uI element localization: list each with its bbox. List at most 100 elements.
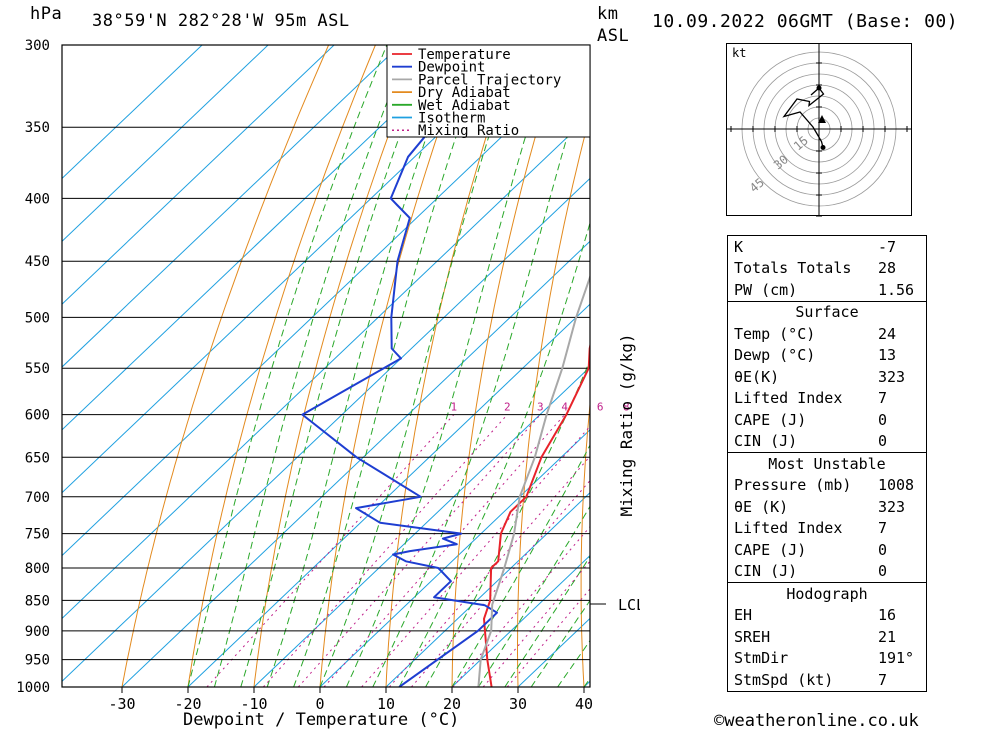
index-row: Lifted Index 7 [728,388,927,410]
index-value: 0 [877,562,887,581]
x-tick-label: 0 [315,695,324,713]
isotherm-line [187,303,590,687]
pressure-label: 950 [25,653,50,669]
legend-label: Dry Adiabat [418,85,511,101]
isotherm-line [451,554,590,687]
pressure-label: 800 [25,561,50,577]
wet-adiabat-line [213,45,410,687]
pressure-label: 1000 [16,680,50,696]
x-tick-label: 10 [377,695,395,713]
dry-adiabat-line [253,45,423,687]
datetime: 10.09.2022 06GMT (Base: 00) [652,11,959,32]
lcl-label: LCL [618,596,640,614]
index-label: Totals Totals [734,259,852,278]
section-title: Hodograph [727,582,927,605]
index-value: 0 [877,432,887,451]
index-label: CIN (J) [734,432,798,451]
temperature-profile [483,341,590,687]
index-row: θE (K) 323 [728,496,927,518]
pressure-unit: hPa [30,4,63,24]
legend-label: Parcel Trajectory [418,72,561,88]
index-row: Pressure (mb) 1008 [728,475,927,497]
index-label: StmDir [734,649,789,668]
pressure-label: 450 [25,254,50,270]
index-label: Lifted Index [734,519,843,538]
index-row: Lifted Index 7 [728,518,927,540]
isotherm-line [62,45,533,494]
index-value: 7 [877,670,887,689]
profiles [301,47,590,687]
hodograph-trace [782,87,825,148]
temperature-axis: -30 -20 -10 0 10 20 30 40 [108,687,593,713]
x-tick-label: 20 [443,695,461,713]
index-label: StmSpd (kt) [734,670,834,689]
index-label: Lifted Index [734,389,843,408]
pressure-label: 300 [25,38,50,54]
index-label: EH [734,606,753,625]
wet-adiabat-line [530,599,590,687]
pressure-label: 850 [25,593,50,609]
index-value: 1.56 [877,280,915,299]
dry-adiabat-line [451,45,563,687]
index-row: θE(K) 323 [728,366,927,388]
wet-adiabat-line [372,57,590,687]
index-label: CAPE (J) [734,540,807,559]
pressure-label: 650 [25,450,50,466]
index-value: 323 [877,367,906,386]
mixing-ratio-line [388,455,590,687]
x-axis-title: Dewpoint / Temperature (°C) [183,710,460,730]
index-label: SREH [734,627,771,646]
index-label: CIN (J) [734,562,798,581]
isotherm-line [62,45,401,368]
pressure-label: 750 [25,527,50,543]
pressure-label: 700 [25,490,50,506]
legend-label: Dewpoint [418,60,485,76]
pressure-label: 500 [25,310,50,326]
mixing-ratio-label: 1 [451,401,458,414]
index-value: 16 [877,606,896,625]
pressure-lines [62,44,590,688]
index-value: 0 [877,540,887,559]
hodograph-start-dot [820,145,826,150]
wet-adiabat-line [266,45,460,687]
mixing-ratio-title: Mixing Ratio (g/kg) [617,333,636,516]
isotherm-line [62,45,203,180]
wet-adiabat-line [477,505,590,687]
index-label: Temp (°C) [734,324,816,343]
index-row: SREH 21 [728,626,927,648]
index-label: K [734,237,744,256]
mixing-ratio-line [361,425,590,687]
mixing-ratio-label: 4 [561,401,568,414]
index-value: 24 [877,324,896,343]
dry-adiabat-line [187,45,376,687]
wet-adiabat-line [345,45,555,687]
isotherm-line [62,45,269,242]
index-value: 28 [877,259,896,278]
dewpoint-profile [301,47,590,687]
wet-adiabat-line [504,555,590,687]
index-value: 1008 [877,476,915,495]
pressure-label: 550 [25,361,50,377]
hodograph-end-dot [816,85,822,91]
index-value: -7 [877,237,896,256]
index-value: 191° [877,649,915,668]
pressure-label: 900 [25,624,50,640]
index-row: EH 16 [728,605,927,627]
index-value: 323 [877,497,906,516]
hodograph-unit: kt [732,46,746,60]
wet-adiabat-line [293,45,489,687]
x-tick-label: -30 [108,695,135,713]
index-value: 7 [877,389,887,408]
mixing-ratio-line [206,414,455,687]
index-value: 13 [877,346,896,365]
index-row: CAPE (J) 0 [728,409,927,431]
mixing-ratio-label: 3 [537,401,544,414]
mixing-ratio-line [323,414,566,687]
plot-frame [61,44,591,688]
isotherm-line [62,45,467,431]
index-row: Totals Totals 28 [728,258,927,280]
x-tick-label: -20 [174,695,201,713]
x-tick-label: 30 [509,695,527,713]
